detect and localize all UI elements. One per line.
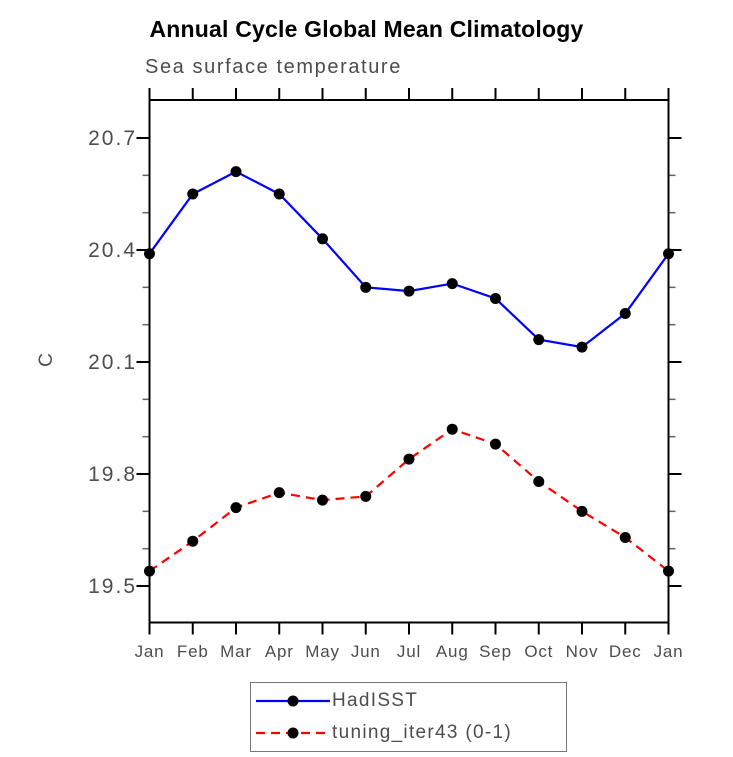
series-line (148, 170, 670, 349)
y-tick-label: 19.8 (88, 463, 137, 486)
data-point-marker (273, 188, 285, 200)
chart-subtitle: Sea surface temperature (145, 56, 402, 78)
data-point-marker (490, 438, 501, 450)
x-tick-label: Apr (265, 642, 294, 661)
data-point-marker (576, 341, 588, 353)
data-point-marker (144, 248, 155, 260)
x-tick-label: Jan (135, 642, 165, 661)
y-tick-label: 20.4 (88, 239, 137, 262)
chart-title: Annual Cycle Global Mean Climatology (149, 16, 584, 42)
data-point-marker (490, 293, 501, 305)
legend-label: HadISST (332, 690, 419, 712)
data-point-marker (533, 334, 545, 346)
x-tick-label: Dec (609, 642, 642, 661)
x-tick-label: Sep (479, 642, 512, 661)
data-point-marker (533, 475, 545, 487)
legend-item: tuning_iter43 (0-1) (256, 720, 566, 746)
data-point-marker (273, 487, 285, 499)
data-point-marker (403, 285, 415, 297)
y-tick-label: 19.5 (88, 575, 137, 598)
data-point-marker (403, 453, 415, 465)
data-point-marker (187, 188, 199, 200)
axis-frame (148, 99, 670, 624)
legend-item: HadISST (256, 688, 566, 714)
y-tick-label: 20.1 (88, 351, 137, 374)
data-point-marker (619, 307, 631, 319)
x-tick-label: Feb (177, 642, 209, 661)
data-point-marker (446, 423, 458, 435)
legend-label: tuning_iter43 (0-1) (332, 721, 512, 743)
data-point-marker (576, 505, 588, 517)
data-point-marker (446, 278, 458, 290)
legend-line-sample (256, 727, 330, 739)
data-point-marker (187, 535, 199, 547)
legend-marker (287, 695, 299, 707)
x-tick-label: Oct (524, 642, 553, 661)
data-point-marker (317, 233, 328, 245)
series-line (148, 427, 670, 573)
data-point-marker (317, 494, 328, 506)
x-tick-label: Jul (397, 642, 421, 661)
legend: HadISST tuning_iter43 (0-1) (250, 682, 567, 752)
x-tick-label: May (305, 642, 340, 661)
data-point-marker (663, 565, 674, 577)
y-axis-label: C (36, 353, 57, 367)
x-tick-label: Jan (654, 642, 684, 661)
legend-line-sample (256, 695, 330, 707)
legend-marker (287, 727, 299, 739)
x-tick-label: Aug (436, 642, 469, 661)
x-tick-label: Nov (566, 642, 599, 661)
y-tick-label: 20.7 (88, 127, 137, 150)
data-point-marker (360, 281, 372, 293)
data-point-marker (360, 490, 372, 502)
x-tick-label: Jun (351, 642, 381, 661)
data-point-marker (230, 166, 242, 178)
data-point-marker (230, 502, 242, 514)
x-tick-label: Mar (220, 642, 252, 661)
data-point-marker (144, 565, 155, 577)
data-point-marker (619, 531, 631, 543)
data-point-marker (663, 248, 674, 260)
